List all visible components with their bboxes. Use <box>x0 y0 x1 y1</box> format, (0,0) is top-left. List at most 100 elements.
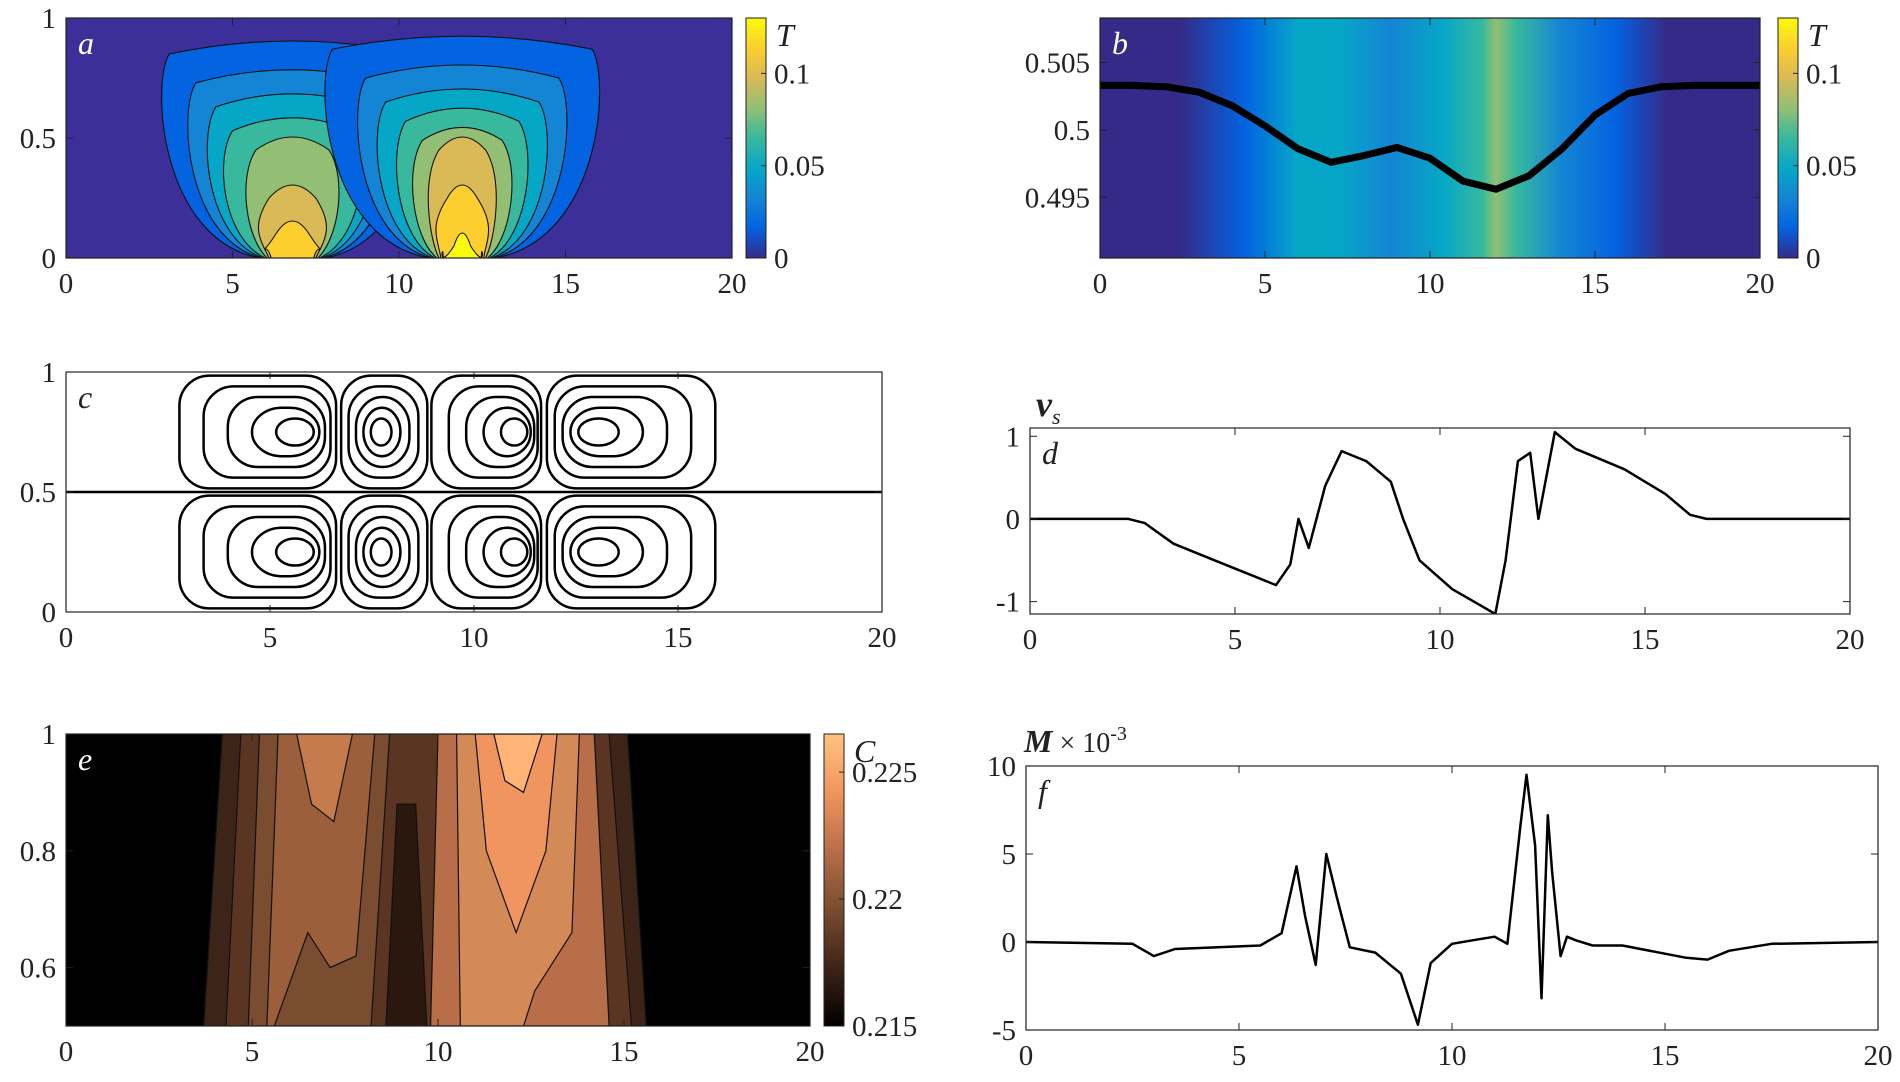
x-tick-label: 15 <box>1651 1040 1680 1072</box>
streamline <box>482 406 532 458</box>
streamline <box>178 494 338 610</box>
streamline <box>250 526 321 578</box>
colorbar-tick-label: 0.22 <box>852 884 903 916</box>
panel-d-axes: 0 5 10 15 20-101 <box>996 421 1865 656</box>
panel-f-frame <box>1025 765 1879 1031</box>
streamline <box>274 417 316 447</box>
y-tick-label: 5 <box>1002 839 1017 871</box>
y-tick-label: 0 <box>1002 927 1017 959</box>
streamline <box>339 494 429 610</box>
streamline <box>577 417 620 447</box>
concentration-contour <box>266 734 376 1026</box>
concentration-contour <box>474 734 558 935</box>
y-tick-label: 0.5 <box>1054 115 1090 147</box>
streamline <box>561 395 669 469</box>
streamline <box>354 395 411 469</box>
y-tick-label: 0 <box>42 243 57 275</box>
y-tick-label: -1 <box>996 587 1020 619</box>
colorbar-tick-label: 0 <box>1806 243 1821 275</box>
streamline <box>202 505 332 599</box>
x-tick-label: 20 <box>796 1036 825 1068</box>
y-tick-label: 1 <box>42 3 57 35</box>
streamline <box>569 406 645 458</box>
panel-e-plot <box>66 734 810 1026</box>
colorbar-tick-label: 0 <box>774 243 789 275</box>
streamline <box>274 537 316 567</box>
y-tick-label: 1 <box>1006 421 1021 453</box>
x-tick-label: 10 <box>385 268 414 300</box>
y-tick-label: 0.5 <box>20 477 56 509</box>
streamline <box>226 395 327 469</box>
temperature-contour <box>435 184 490 258</box>
x-tick-label: 5 <box>225 268 240 300</box>
streamline <box>369 417 393 447</box>
x-tick-label: 10 <box>1438 1040 1467 1072</box>
panel-a-axes: 0 5 10 15 20 0 0.5 1 <box>20 3 747 300</box>
temperature-contour <box>441 232 484 258</box>
colorbar-e-gradient <box>823 733 845 1027</box>
panel-label-c: c <box>78 379 92 415</box>
y-tick-label: 1 <box>42 357 57 389</box>
x-tick-label: 5 <box>1258 268 1273 300</box>
y-tick-label: 0 <box>42 597 57 629</box>
x-tick-label: 5 <box>1232 1040 1247 1072</box>
streamline <box>545 374 717 490</box>
streamline <box>545 494 717 610</box>
streamline <box>553 385 693 479</box>
x-tick-label: 15 <box>610 1036 639 1068</box>
x-tick-label: 0 <box>59 268 74 300</box>
streamline <box>464 515 536 589</box>
panel-c-plot <box>66 374 882 610</box>
colorbar-b: 0 0.05 0.1 T <box>1777 17 1857 275</box>
y-tick-label: 0.8 <box>20 836 56 868</box>
colorbar-a: 0 0.05 0.1 T <box>745 17 825 275</box>
x-tick-label: 0 <box>59 622 74 654</box>
y-tick-label: -5 <box>992 1015 1016 1047</box>
x-tick-label: 15 <box>1631 624 1660 656</box>
colorbar-tick-label: 0.05 <box>1806 151 1857 183</box>
x-tick-label: 5 <box>1228 624 1243 656</box>
panel-label-d: d <box>1042 435 1059 471</box>
y-axis-label-d: vs <box>1036 384 1061 429</box>
streamline <box>561 515 669 589</box>
x-tick-label: 0 <box>59 1036 74 1068</box>
temperature-contour <box>264 220 321 258</box>
y-tick-label: 0 <box>1006 504 1021 536</box>
panel-f-plot <box>1026 773 1878 1026</box>
x-tick-label: 20 <box>718 268 747 300</box>
x-tick-label: 0 <box>1093 268 1108 300</box>
y-tick-label: 10 <box>987 751 1016 783</box>
streamline <box>362 526 402 578</box>
streamline <box>430 374 543 490</box>
streamline <box>250 406 321 458</box>
panel-b-plot <box>1100 18 1760 258</box>
streamline <box>369 537 393 567</box>
colorbar-tick-label: 0.1 <box>774 58 810 90</box>
x-tick-label: 20 <box>1746 268 1775 300</box>
x-tick-label: 20 <box>1836 624 1865 656</box>
streamline <box>482 526 532 578</box>
x-tick-label: 15 <box>1581 268 1610 300</box>
streamline <box>226 515 327 589</box>
colorbar-e-title: C <box>854 733 876 769</box>
streamline <box>464 395 536 469</box>
streamline <box>347 505 420 599</box>
streamline <box>430 494 543 610</box>
y-tick-label: 0.495 <box>1025 182 1090 214</box>
streamline <box>499 537 529 567</box>
streamline <box>339 374 429 490</box>
concentration-contour <box>296 734 354 823</box>
panel-label-e: e <box>78 741 92 777</box>
series-line <box>1026 773 1878 1026</box>
colorbar-a-gradient <box>745 17 767 259</box>
streamline <box>354 515 411 589</box>
colorbar-a-title: T <box>776 17 796 53</box>
series-line <box>1030 430 1850 614</box>
streamline <box>362 406 402 458</box>
streamline <box>553 505 693 599</box>
x-tick-label: 0 <box>1023 624 1038 656</box>
streamline <box>447 505 539 599</box>
x-tick-label: 5 <box>263 622 278 654</box>
